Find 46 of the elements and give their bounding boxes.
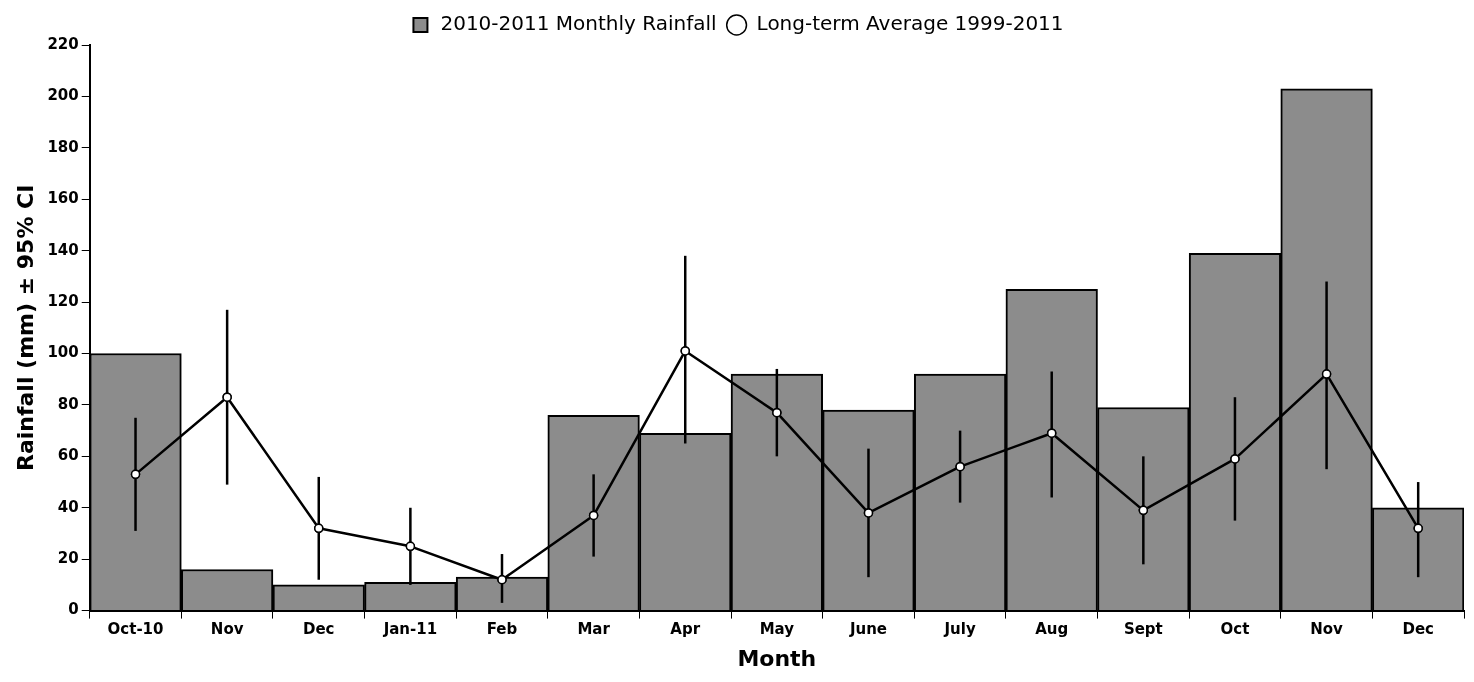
legend-label: 2010-2011 Monthly Rainfall <box>440 11 717 36</box>
y-tick-label: 160 <box>47 189 79 208</box>
point <box>1321 369 1332 379</box>
x-tick-label: Dec <box>302 620 335 639</box>
point <box>680 346 690 356</box>
y-tick-label: 100 <box>47 343 79 362</box>
point <box>1413 523 1423 534</box>
point <box>405 541 416 552</box>
point <box>130 469 141 480</box>
x-tick-label: Sept <box>1123 620 1163 639</box>
x-tick-label: Oct-10 <box>107 620 164 639</box>
y-tick-label: 200 <box>47 86 79 105</box>
y-tick-label: 20 <box>57 549 79 568</box>
x-tick-label: May <box>759 620 795 639</box>
x-tick-label: Feb <box>486 620 518 639</box>
x-tick-label: Nov <box>210 620 244 639</box>
point <box>863 508 874 518</box>
x-tick-label: Mar <box>577 620 611 639</box>
point <box>772 407 782 418</box>
point <box>222 392 232 402</box>
point <box>1046 428 1057 438</box>
y-tick-label: 80 <box>57 394 79 413</box>
y-tick-label: 40 <box>57 497 79 516</box>
point <box>1230 454 1240 464</box>
legend-label: Long-term Average 1999-2011 <box>756 11 1064 36</box>
point <box>314 523 324 534</box>
y-tick-label: 120 <box>47 291 79 310</box>
x-axis-title: Month <box>737 645 817 671</box>
x-tick-label: Aug <box>1035 620 1069 639</box>
y-tick-label: 60 <box>57 446 79 465</box>
x-tick-label: Dec <box>1402 620 1434 639</box>
y-tick-label: 140 <box>47 240 79 259</box>
y-axis-title: Rainfall (mm) ± 95% CI <box>12 184 38 472</box>
y-tick-label: 180 <box>47 137 79 156</box>
x-tick-label: Oct <box>1220 620 1250 639</box>
x-tick-label: July <box>943 620 976 639</box>
point <box>1138 505 1149 516</box>
x-tick-label: Nov <box>1310 620 1344 639</box>
y-tick-label: 220 <box>47 34 79 53</box>
x-tick-label: Jan-11 <box>382 620 438 639</box>
point <box>588 510 599 521</box>
x-tick-label: Apr <box>670 620 701 639</box>
x-tick-label: June <box>848 620 888 639</box>
point <box>955 461 965 472</box>
point <box>497 575 507 585</box>
y-tick-label: 0 <box>68 600 79 619</box>
